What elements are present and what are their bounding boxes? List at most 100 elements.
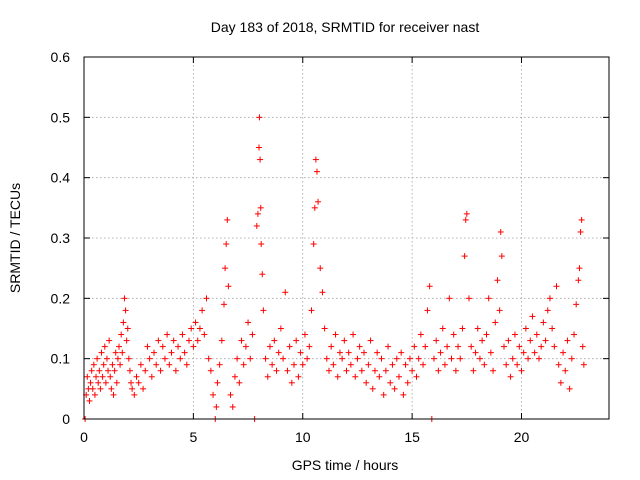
data-point bbox=[409, 367, 416, 374]
data-point bbox=[413, 373, 420, 380]
y-tick-label: 0.5 bbox=[51, 109, 71, 125]
x-tick-label: 15 bbox=[404, 429, 420, 445]
data-point bbox=[455, 343, 462, 350]
data-point bbox=[109, 361, 116, 368]
data-point bbox=[213, 403, 220, 410]
data-point bbox=[297, 349, 304, 356]
data-point bbox=[496, 307, 503, 314]
data-point bbox=[229, 403, 236, 410]
data-point bbox=[203, 295, 210, 302]
data-point bbox=[196, 325, 203, 332]
data-point bbox=[133, 373, 140, 380]
data-point bbox=[113, 379, 120, 386]
data-point bbox=[262, 355, 269, 362]
data-point bbox=[452, 367, 459, 374]
data-point bbox=[431, 355, 437, 362]
data-point bbox=[494, 277, 501, 284]
data-point bbox=[234, 355, 241, 362]
data-point bbox=[308, 307, 315, 314]
data-point bbox=[564, 337, 571, 344]
data-point bbox=[315, 198, 322, 205]
data-point bbox=[122, 307, 129, 314]
data-point bbox=[461, 253, 468, 260]
data-point bbox=[319, 289, 326, 296]
data-point bbox=[155, 337, 162, 344]
data-point bbox=[89, 385, 96, 392]
y-tick-label: 0.6 bbox=[51, 49, 71, 65]
data-point bbox=[546, 295, 553, 302]
data-point bbox=[181, 349, 188, 356]
data-point bbox=[304, 355, 311, 362]
data-point bbox=[393, 355, 400, 362]
data-point bbox=[466, 295, 472, 302]
data-point bbox=[441, 361, 448, 368]
data-point bbox=[365, 361, 372, 368]
data-point bbox=[125, 355, 132, 362]
x-tick-label: 10 bbox=[295, 429, 311, 445]
data-point bbox=[474, 325, 481, 332]
data-point bbox=[446, 295, 453, 302]
data-point bbox=[256, 144, 262, 151]
data-point bbox=[120, 319, 127, 326]
data-point bbox=[347, 361, 354, 368]
data-point bbox=[98, 349, 105, 356]
data-point bbox=[135, 379, 142, 386]
data-point bbox=[225, 283, 232, 290]
data-point bbox=[507, 373, 514, 380]
data-point bbox=[264, 373, 271, 380]
data-point bbox=[186, 337, 192, 344]
data-point bbox=[117, 361, 124, 368]
data-point bbox=[571, 331, 577, 338]
data-point bbox=[258, 241, 265, 248]
chart-title: Day 183 of 2018, SRMTID for receiver nas… bbox=[211, 19, 480, 35]
data-point bbox=[374, 349, 381, 356]
data-point bbox=[216, 361, 223, 368]
data-point bbox=[343, 367, 350, 374]
data-point bbox=[86, 397, 93, 404]
data-point bbox=[332, 331, 339, 338]
data-point bbox=[110, 391, 117, 398]
data-point bbox=[575, 277, 582, 284]
data-point bbox=[400, 391, 407, 398]
data-point bbox=[148, 373, 155, 380]
data-point bbox=[142, 367, 149, 374]
data-point bbox=[153, 361, 160, 368]
data-point bbox=[463, 210, 470, 217]
data-point bbox=[161, 355, 168, 362]
data-point bbox=[288, 379, 295, 386]
data-point bbox=[468, 343, 475, 350]
data-point bbox=[245, 319, 252, 326]
y-tick-label: 0.1 bbox=[51, 351, 71, 367]
data-point bbox=[549, 325, 556, 332]
data-point bbox=[580, 361, 587, 368]
data-point bbox=[126, 367, 133, 374]
data-point bbox=[111, 367, 118, 374]
data-point bbox=[511, 331, 518, 338]
data-point bbox=[293, 337, 300, 344]
data-point bbox=[286, 343, 293, 350]
data-point bbox=[472, 349, 479, 356]
data-point bbox=[172, 367, 179, 374]
data-point bbox=[356, 343, 363, 350]
data-point bbox=[497, 228, 504, 235]
data-point bbox=[91, 391, 98, 398]
data-point bbox=[363, 379, 370, 386]
data-point bbox=[227, 391, 234, 398]
x-tick-label: 5 bbox=[189, 429, 197, 445]
data-point bbox=[328, 343, 335, 350]
y-tick-label: 0.3 bbox=[51, 230, 71, 246]
data-point bbox=[321, 325, 328, 332]
data-point bbox=[527, 337, 534, 344]
data-point bbox=[462, 216, 469, 223]
data-point bbox=[433, 337, 440, 344]
data-point bbox=[84, 373, 91, 380]
data-point bbox=[222, 265, 229, 272]
data-point bbox=[444, 343, 451, 350]
data-point bbox=[350, 331, 357, 338]
data-point bbox=[249, 331, 256, 338]
plot-frame bbox=[83, 56, 610, 420]
data-point bbox=[269, 361, 276, 368]
data-point bbox=[116, 343, 122, 350]
